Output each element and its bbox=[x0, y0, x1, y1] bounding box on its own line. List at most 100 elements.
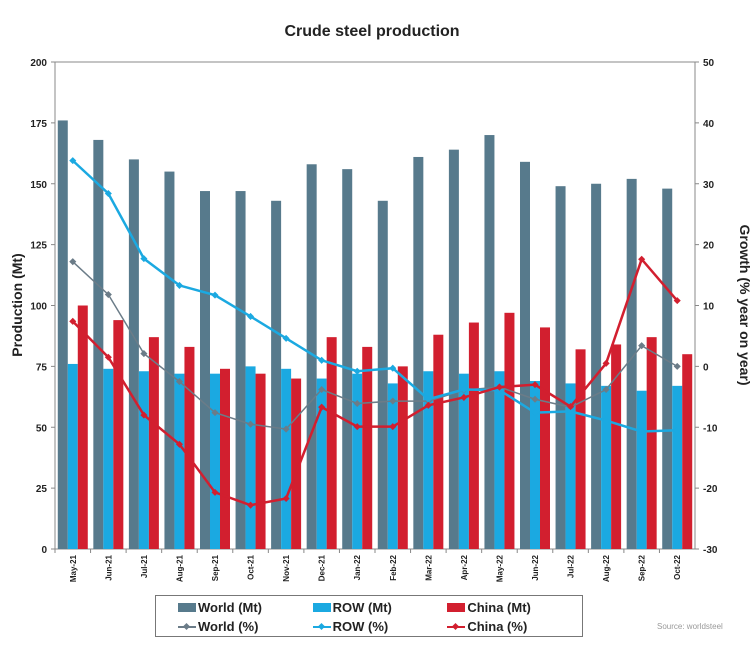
bar-china-mt- bbox=[646, 337, 657, 549]
bar-world-mt- bbox=[164, 171, 175, 549]
line-point bbox=[69, 157, 77, 165]
x-tick-label: Aug-22 bbox=[602, 554, 611, 582]
line-point bbox=[211, 488, 219, 496]
bar-world-mt- bbox=[235, 191, 246, 549]
legend-swatch bbox=[447, 603, 466, 612]
legend-line-marker bbox=[178, 625, 196, 628]
y-tick-label: 75 bbox=[36, 362, 48, 373]
y2-axis-label: Growth (% year on year) bbox=[737, 224, 750, 385]
bar-china-mt- bbox=[255, 373, 266, 549]
bar-row-mt- bbox=[316, 378, 327, 549]
line-point bbox=[247, 420, 255, 428]
line-point bbox=[673, 426, 681, 434]
x-tick-label: Sep-21 bbox=[211, 554, 220, 581]
bar-china-mt- bbox=[148, 337, 159, 549]
x-tick-label: May-22 bbox=[495, 554, 504, 582]
legend-label: ROW (%) bbox=[332, 619, 389, 634]
x-tick-label: Jul-22 bbox=[567, 554, 576, 578]
legend-line-marker bbox=[447, 625, 466, 628]
line-point bbox=[495, 383, 503, 391]
y2-tick-label: -30 bbox=[703, 545, 718, 556]
legend-item: ROW (%) bbox=[312, 617, 448, 636]
line-point bbox=[353, 367, 361, 375]
y2-tick-label: 40 bbox=[703, 119, 715, 130]
bar-row-mt- bbox=[103, 368, 114, 549]
bar-china-mt- bbox=[433, 334, 444, 549]
bar-row-mt- bbox=[458, 373, 469, 549]
line-point bbox=[424, 395, 432, 403]
legend-label: World (%) bbox=[198, 619, 259, 634]
y-tick-label: 0 bbox=[41, 545, 47, 556]
bar-row-mt- bbox=[281, 368, 292, 549]
line-point bbox=[531, 409, 539, 417]
bar-world-mt- bbox=[306, 164, 317, 549]
line-point bbox=[602, 359, 610, 367]
line-point bbox=[175, 378, 183, 386]
bar-row-mt- bbox=[138, 371, 149, 549]
legend-line-marker bbox=[312, 625, 331, 628]
legend-swatch bbox=[312, 603, 331, 612]
line-point bbox=[673, 297, 681, 305]
bar-china-mt- bbox=[326, 337, 337, 549]
bar-world-mt- bbox=[342, 169, 353, 549]
chart-title: Crude steel production bbox=[284, 23, 459, 40]
line-point bbox=[282, 494, 290, 503]
y-tick-label: 150 bbox=[30, 180, 47, 191]
line-point bbox=[282, 425, 290, 433]
bar-row-mt- bbox=[174, 373, 185, 549]
line-point bbox=[602, 385, 610, 394]
y-axis-label: Production (Mt) bbox=[9, 253, 25, 356]
line-point bbox=[140, 255, 148, 263]
bar-row-mt- bbox=[636, 390, 647, 549]
line-point bbox=[211, 291, 219, 299]
x-tick-label: Jun-21 bbox=[104, 554, 113, 580]
line-point bbox=[389, 397, 397, 405]
bar-china-mt- bbox=[77, 305, 88, 549]
bar-china-mt- bbox=[575, 349, 586, 549]
legend-item: China (%) bbox=[447, 617, 582, 636]
line-point bbox=[282, 334, 290, 342]
bar-row-mt- bbox=[530, 380, 540, 549]
bar-china-mt- bbox=[540, 327, 550, 549]
x-tick-label: Sep-22 bbox=[638, 554, 647, 581]
legend-item: World (Mt) bbox=[178, 598, 313, 617]
bar-row-mt- bbox=[210, 373, 220, 549]
y-tick-label: 200 bbox=[30, 58, 47, 69]
line-point bbox=[531, 381, 539, 389]
y-tick-label: 175 bbox=[30, 119, 47, 130]
legend-label: China (%) bbox=[467, 619, 528, 634]
line-point bbox=[389, 423, 397, 431]
bar-world-mt- bbox=[448, 149, 459, 549]
bar-world-mt- bbox=[555, 186, 566, 549]
bar-row-mt- bbox=[494, 371, 505, 549]
y2-tick-label: 0 bbox=[703, 362, 709, 373]
line-point bbox=[104, 189, 112, 198]
line-point bbox=[638, 342, 646, 350]
line-point bbox=[318, 356, 326, 364]
bar-china-mt- bbox=[397, 366, 408, 549]
bar-row-mt- bbox=[245, 366, 256, 549]
bar-world-mt- bbox=[662, 188, 673, 549]
x-tick-label: Oct-22 bbox=[673, 554, 682, 579]
bar-row-mt- bbox=[387, 383, 398, 549]
legend-label: ROW (Mt) bbox=[332, 600, 392, 615]
line-row- bbox=[71, 159, 678, 433]
x-tick-label: Jul-21 bbox=[140, 554, 149, 578]
bar-world-mt- bbox=[200, 191, 210, 549]
line-point bbox=[140, 350, 148, 358]
x-tick-label: Dec-21 bbox=[318, 554, 327, 581]
line-point bbox=[638, 427, 646, 436]
bar-china-mt- bbox=[291, 378, 302, 549]
x-tick-label: Apr-22 bbox=[460, 554, 469, 580]
x-tick-label: Feb-22 bbox=[389, 554, 398, 580]
bar-world-mt- bbox=[271, 200, 282, 550]
line-point bbox=[460, 385, 468, 394]
line-point bbox=[247, 501, 255, 509]
legend-item: ROW (Mt) bbox=[312, 598, 448, 617]
bar-row-mt- bbox=[565, 383, 576, 549]
y2-tick-label: 20 bbox=[703, 241, 715, 252]
line-point bbox=[140, 411, 148, 419]
x-tick-label: Mar-22 bbox=[424, 554, 433, 580]
source-note: Source: worldsteel bbox=[657, 622, 723, 631]
bar-china-mt- bbox=[611, 344, 622, 549]
